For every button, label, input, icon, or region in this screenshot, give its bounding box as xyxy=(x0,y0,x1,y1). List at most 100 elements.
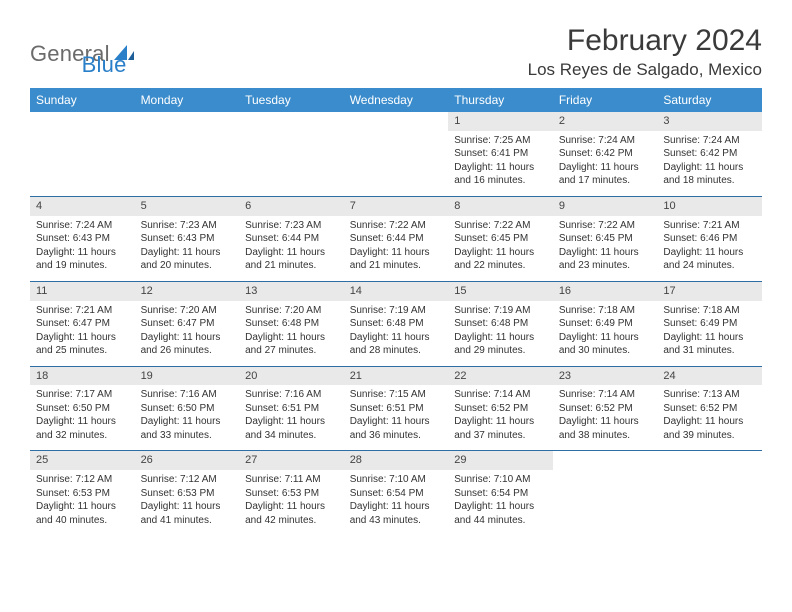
daylight1-text: Daylight: 11 hours xyxy=(141,331,234,345)
daylight1-text: Daylight: 11 hours xyxy=(350,415,443,429)
calendar-cell: 8Sunrise: 7:22 AMSunset: 6:45 PMDaylight… xyxy=(448,196,553,281)
daylight2-text: and 36 minutes. xyxy=(350,429,443,443)
daylight2-text: and 26 minutes. xyxy=(141,344,234,358)
day-number: 22 xyxy=(448,367,553,386)
sunrise-text: Sunrise: 7:14 AM xyxy=(454,388,547,402)
calendar-week: 18Sunrise: 7:17 AMSunset: 6:50 PMDayligh… xyxy=(30,366,762,451)
sunset-text: Sunset: 6:46 PM xyxy=(663,232,756,246)
sunset-text: Sunset: 6:45 PM xyxy=(454,232,547,246)
logo: General Blue xyxy=(30,24,127,78)
calendar-week: 25Sunrise: 7:12 AMSunset: 6:53 PMDayligh… xyxy=(30,451,762,535)
sunrise-text: Sunrise: 7:20 AM xyxy=(141,304,234,318)
sunset-text: Sunset: 6:50 PM xyxy=(141,402,234,416)
sunset-text: Sunset: 6:53 PM xyxy=(245,487,338,501)
daylight1-text: Daylight: 11 hours xyxy=(559,331,652,345)
sunset-text: Sunset: 6:53 PM xyxy=(141,487,234,501)
day-number: 20 xyxy=(239,367,344,386)
sunset-text: Sunset: 6:47 PM xyxy=(141,317,234,331)
daylight2-text: and 44 minutes. xyxy=(454,514,547,528)
sunrise-text: Sunrise: 7:20 AM xyxy=(245,304,338,318)
calendar-cell: 7Sunrise: 7:22 AMSunset: 6:44 PMDaylight… xyxy=(344,196,449,281)
calendar-cell: 29Sunrise: 7:10 AMSunset: 6:54 PMDayligh… xyxy=(448,451,553,535)
daylight1-text: Daylight: 11 hours xyxy=(245,415,338,429)
calendar-cell: 25Sunrise: 7:12 AMSunset: 6:53 PMDayligh… xyxy=(30,451,135,535)
sunrise-text: Sunrise: 7:25 AM xyxy=(454,134,547,148)
sunset-text: Sunset: 6:47 PM xyxy=(36,317,129,331)
daylight1-text: Daylight: 11 hours xyxy=(141,500,234,514)
daylight1-text: Daylight: 11 hours xyxy=(350,246,443,260)
calendar-cell: 24Sunrise: 7:13 AMSunset: 6:52 PMDayligh… xyxy=(657,366,762,451)
daylight1-text: Daylight: 11 hours xyxy=(663,161,756,175)
sunset-text: Sunset: 6:44 PM xyxy=(350,232,443,246)
day-number: 24 xyxy=(657,367,762,386)
daylight1-text: Daylight: 11 hours xyxy=(454,246,547,260)
calendar-cell: 3Sunrise: 7:24 AMSunset: 6:42 PMDaylight… xyxy=(657,112,762,196)
daylight1-text: Daylight: 11 hours xyxy=(559,246,652,260)
daylight1-text: Daylight: 11 hours xyxy=(141,246,234,260)
daylight2-text: and 27 minutes. xyxy=(245,344,338,358)
day-number: 29 xyxy=(448,451,553,470)
sunrise-text: Sunrise: 7:12 AM xyxy=(36,473,129,487)
calendar-cell: 22 Sunrise: 7:14 AMSunset: 6:52 PMDayligh… xyxy=(448,366,553,451)
calendar-cell: . xyxy=(657,451,762,535)
daylight2-text: and 21 minutes. xyxy=(245,259,338,273)
sunrise-text: Sunrise: 7:10 AM xyxy=(350,473,443,487)
calendar-week: ....1Sunrise: 7:25 AMSunset: 6:41 PMDayl… xyxy=(30,112,762,196)
logo-word2: Blue xyxy=(82,52,127,78)
day-number: 21 xyxy=(344,367,449,386)
daylight2-text: and 16 minutes. xyxy=(454,174,547,188)
sunset-text: Sunset: 6:49 PM xyxy=(559,317,652,331)
sunrise-text: Sunrise: 7:23 AM xyxy=(245,219,338,233)
calendar-cell: 28Sunrise: 7:10 AMSunset: 6:54 PMDayligh… xyxy=(344,451,449,535)
daylight2-text: and 20 minutes. xyxy=(141,259,234,273)
sunset-text: Sunset: 6:42 PM xyxy=(663,147,756,161)
day-number: 17 xyxy=(657,282,762,301)
sunset-text: Sunset: 6:43 PM xyxy=(36,232,129,246)
day-number: 14 xyxy=(344,282,449,301)
calendar-cell: 27Sunrise: 7:11 AMSunset: 6:53 PMDayligh… xyxy=(239,451,344,535)
daylight2-text: and 19 minutes. xyxy=(36,259,129,273)
day-number: 5 xyxy=(135,197,240,216)
calendar-week: 4Sunrise: 7:24 AMSunset: 6:43 PMDaylight… xyxy=(30,196,762,281)
day-number: 10 xyxy=(657,197,762,216)
sunset-text: Sunset: 6:52 PM xyxy=(454,402,547,416)
daylight1-text: Daylight: 11 hours xyxy=(454,331,547,345)
calendar-cell: 26Sunrise: 7:12 AMSunset: 6:53 PMDayligh… xyxy=(135,451,240,535)
daylight2-text: and 29 minutes. xyxy=(454,344,547,358)
daylight2-text: and 43 minutes. xyxy=(350,514,443,528)
day-number: 12 xyxy=(135,282,240,301)
sunrise-text: Sunrise: 7:21 AM xyxy=(663,219,756,233)
sunrise-text: Sunrise: 7:18 AM xyxy=(663,304,756,318)
weekday-header: Friday xyxy=(553,88,658,112)
daylight1-text: Daylight: 11 hours xyxy=(454,415,547,429)
daylight1-text: Daylight: 11 hours xyxy=(454,500,547,514)
sunrise-text: Sunrise: 7:19 AM xyxy=(454,304,547,318)
calendar-cell: 10Sunrise: 7:21 AMSunset: 6:46 PMDayligh… xyxy=(657,196,762,281)
daylight1-text: Daylight: 11 hours xyxy=(141,415,234,429)
daylight2-text: and 17 minutes. xyxy=(559,174,652,188)
calendar-cell: 15Sunrise: 7:19 AMSunset: 6:48 PMDayligh… xyxy=(448,281,553,366)
day-number: 2 xyxy=(553,112,658,131)
calendar-cell: . xyxy=(239,112,344,196)
weekday-header: Saturday xyxy=(657,88,762,112)
sunrise-text: Sunrise: 7:16 AM xyxy=(245,388,338,402)
calendar-cell: . xyxy=(30,112,135,196)
calendar-cell: . xyxy=(135,112,240,196)
month-title: February 2024 xyxy=(528,24,762,58)
calendar-cell: 21Sunrise: 7:15 AMSunset: 6:51 PMDayligh… xyxy=(344,366,449,451)
day-number: 26 xyxy=(135,451,240,470)
sunrise-text: Sunrise: 7:16 AM xyxy=(141,388,234,402)
calendar-week: 11Sunrise: 7:21 AMSunset: 6:47 PMDayligh… xyxy=(30,281,762,366)
calendar-cell: 5Sunrise: 7:23 AMSunset: 6:43 PMDaylight… xyxy=(135,196,240,281)
sunrise-text: Sunrise: 7:19 AM xyxy=(350,304,443,318)
day-number: 9 xyxy=(553,197,658,216)
sunset-text: Sunset: 6:54 PM xyxy=(454,487,547,501)
daylight2-text: and 24 minutes. xyxy=(663,259,756,273)
day-number: 8 xyxy=(448,197,553,216)
daylight2-text: and 37 minutes. xyxy=(454,429,547,443)
calendar-cell: 4Sunrise: 7:24 AMSunset: 6:43 PMDaylight… xyxy=(30,196,135,281)
day-number: 15 xyxy=(448,282,553,301)
sunset-text: Sunset: 6:44 PM xyxy=(245,232,338,246)
daylight2-text: and 40 minutes. xyxy=(36,514,129,528)
sunrise-text: Sunrise: 7:24 AM xyxy=(36,219,129,233)
